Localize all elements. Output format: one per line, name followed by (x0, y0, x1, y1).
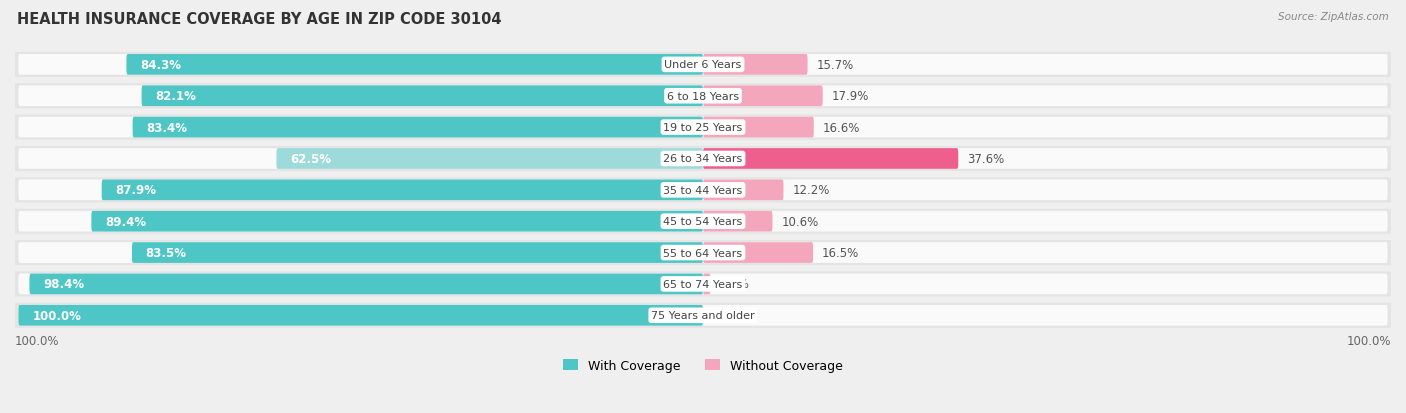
FancyBboxPatch shape (18, 86, 1388, 107)
Text: 45 to 54 Years: 45 to 54 Years (664, 217, 742, 227)
FancyBboxPatch shape (18, 211, 1388, 232)
Text: 16.6%: 16.6% (823, 121, 860, 134)
Text: 1.6%: 1.6% (720, 278, 749, 291)
Text: 84.3%: 84.3% (141, 59, 181, 72)
Text: 12.2%: 12.2% (793, 184, 830, 197)
Text: HEALTH INSURANCE COVERAGE BY AGE IN ZIP CODE 30104: HEALTH INSURANCE COVERAGE BY AGE IN ZIP … (17, 12, 502, 27)
FancyBboxPatch shape (11, 115, 1395, 140)
Text: 75 Years and older: 75 Years and older (651, 311, 755, 320)
FancyBboxPatch shape (11, 178, 1395, 203)
FancyBboxPatch shape (703, 55, 807, 76)
FancyBboxPatch shape (11, 53, 1395, 78)
FancyBboxPatch shape (18, 305, 703, 326)
FancyBboxPatch shape (18, 117, 1388, 138)
FancyBboxPatch shape (30, 274, 703, 294)
Text: Under 6 Years: Under 6 Years (665, 60, 741, 70)
Text: Source: ZipAtlas.com: Source: ZipAtlas.com (1278, 12, 1389, 22)
FancyBboxPatch shape (132, 242, 703, 263)
FancyBboxPatch shape (703, 211, 772, 232)
FancyBboxPatch shape (11, 303, 1395, 328)
FancyBboxPatch shape (11, 240, 1395, 266)
FancyBboxPatch shape (132, 117, 703, 138)
FancyBboxPatch shape (277, 149, 703, 169)
FancyBboxPatch shape (101, 180, 703, 201)
Text: 6 to 18 Years: 6 to 18 Years (666, 92, 740, 102)
FancyBboxPatch shape (703, 117, 814, 138)
FancyBboxPatch shape (18, 274, 1388, 294)
Text: 87.9%: 87.9% (115, 184, 156, 197)
Text: 16.5%: 16.5% (823, 247, 859, 259)
FancyBboxPatch shape (703, 180, 783, 201)
FancyBboxPatch shape (18, 180, 1388, 201)
Text: 0.0%: 0.0% (713, 309, 742, 322)
Text: 100.0%: 100.0% (32, 309, 82, 322)
FancyBboxPatch shape (11, 147, 1395, 171)
FancyBboxPatch shape (18, 55, 1388, 76)
Text: 98.4%: 98.4% (44, 278, 84, 291)
Text: 83.5%: 83.5% (146, 247, 187, 259)
Text: 35 to 44 Years: 35 to 44 Years (664, 185, 742, 195)
Text: 82.1%: 82.1% (155, 90, 197, 103)
FancyBboxPatch shape (18, 149, 1388, 169)
FancyBboxPatch shape (703, 274, 710, 294)
Text: 55 to 64 Years: 55 to 64 Years (664, 248, 742, 258)
Text: 89.4%: 89.4% (105, 215, 146, 228)
FancyBboxPatch shape (11, 272, 1395, 297)
FancyBboxPatch shape (703, 86, 823, 107)
Text: 100.0%: 100.0% (1347, 334, 1391, 347)
Text: 19 to 25 Years: 19 to 25 Years (664, 123, 742, 133)
FancyBboxPatch shape (703, 149, 959, 169)
FancyBboxPatch shape (142, 86, 703, 107)
Text: 62.5%: 62.5% (290, 152, 332, 166)
Text: 83.4%: 83.4% (146, 121, 187, 134)
Text: 37.6%: 37.6% (967, 152, 1004, 166)
Legend: With Coverage, Without Coverage: With Coverage, Without Coverage (562, 359, 844, 372)
Text: 26 to 34 Years: 26 to 34 Years (664, 154, 742, 164)
FancyBboxPatch shape (11, 84, 1395, 109)
FancyBboxPatch shape (91, 211, 703, 232)
FancyBboxPatch shape (18, 305, 1388, 326)
FancyBboxPatch shape (127, 55, 703, 76)
FancyBboxPatch shape (703, 242, 813, 263)
FancyBboxPatch shape (18, 242, 1388, 263)
Text: 100.0%: 100.0% (15, 334, 59, 347)
Text: 15.7%: 15.7% (817, 59, 853, 72)
Text: 65 to 74 Years: 65 to 74 Years (664, 279, 742, 289)
Text: 10.6%: 10.6% (782, 215, 818, 228)
FancyBboxPatch shape (11, 209, 1395, 234)
Text: 17.9%: 17.9% (832, 90, 869, 103)
